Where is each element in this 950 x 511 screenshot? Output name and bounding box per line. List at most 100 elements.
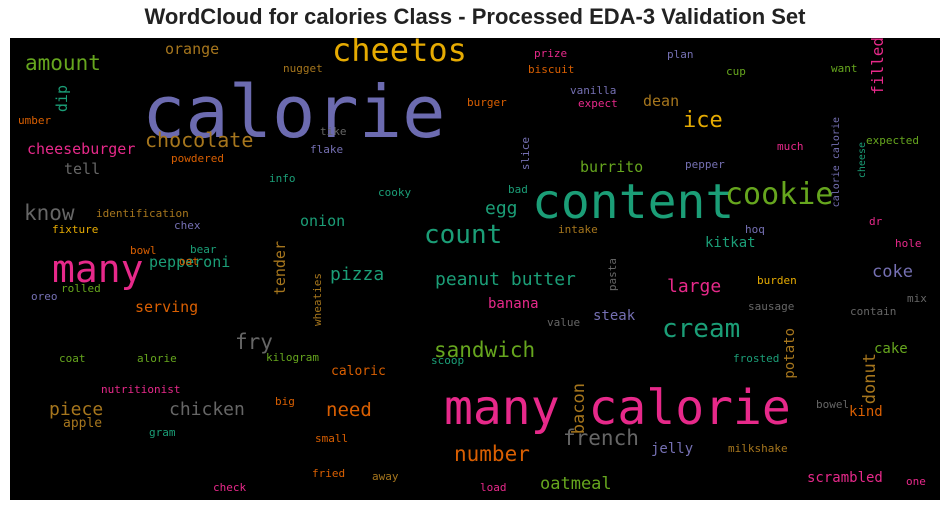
word-wheaties: wheaties xyxy=(311,273,324,326)
word-banana: banana xyxy=(488,296,539,312)
word-kitkat: kitkat xyxy=(705,235,756,251)
word-one: one xyxy=(906,475,926,488)
word-need: need xyxy=(326,399,372,421)
word-caloric: caloric xyxy=(331,364,386,379)
word-bowl: bowl xyxy=(130,244,157,257)
word-mix: mix xyxy=(907,292,927,305)
word-cream: cream xyxy=(662,314,741,344)
word-intake: intake xyxy=(558,223,598,236)
word-frosted: frosted xyxy=(733,352,780,365)
word-pepper: pepper xyxy=(685,158,725,171)
word-number: number xyxy=(454,442,530,466)
word-jelly: jelly xyxy=(651,441,694,457)
word-chicken: chicken xyxy=(169,399,245,420)
word-chocolate: chocolate xyxy=(145,128,254,152)
word-sandwich: sandwich xyxy=(434,338,536,362)
word-steak: steak xyxy=(593,308,636,324)
word-hole: hole xyxy=(895,237,922,250)
word-kilogram: kilogram xyxy=(266,351,319,364)
word-cheese: cheese xyxy=(857,142,868,179)
word-kind: kind xyxy=(849,404,883,420)
word-powdered: powdered xyxy=(171,152,224,165)
word-prize: prize xyxy=(534,47,568,60)
word-onion: onion xyxy=(300,212,346,230)
word-hoq: hoq xyxy=(745,223,765,236)
word-burger: burger xyxy=(467,96,507,109)
word-cake: cake xyxy=(874,341,908,357)
word-tike: tike xyxy=(320,125,347,138)
word-slice: slice xyxy=(519,137,532,171)
word-tell: tell xyxy=(64,160,101,178)
word-big: big xyxy=(275,395,295,408)
word-nutritionist: nutritionist xyxy=(101,383,181,396)
word-flake: flake xyxy=(310,143,344,156)
word-french: french xyxy=(563,426,639,450)
word-many: many xyxy=(52,247,144,291)
word-coke: coke xyxy=(872,262,913,282)
word-count: count xyxy=(424,220,503,250)
word-fry: fry xyxy=(235,330,273,354)
word-burden: burden xyxy=(757,274,797,287)
word-oreo: oreo xyxy=(31,290,58,303)
word-cheeseburger: cheeseburger xyxy=(27,140,136,158)
word-cookie: cookie xyxy=(725,177,834,212)
word-expect: expect xyxy=(578,97,618,110)
word-filled: filled xyxy=(868,38,887,95)
word-bacon: bacon xyxy=(569,383,589,435)
word-away: away xyxy=(372,470,399,483)
word-fried: fried xyxy=(312,467,346,480)
word-amount: amount xyxy=(25,51,101,75)
word-dean: dean xyxy=(643,92,680,110)
word-serving: serving xyxy=(135,298,199,316)
word-know: know xyxy=(24,201,75,225)
word-rolled: rolled xyxy=(61,282,101,295)
word-ice: ice xyxy=(683,108,723,133)
word-identification: identification xyxy=(96,207,189,220)
word-coat: coat xyxy=(59,352,86,365)
word-pizza: pizza xyxy=(330,264,385,285)
word-bad: bad xyxy=(508,183,528,196)
word-orange: orange xyxy=(165,40,220,58)
word-potato: potato xyxy=(782,328,798,379)
word-load: load xyxy=(480,481,507,494)
word-check: check xyxy=(213,481,247,494)
word-egg: egg xyxy=(485,198,518,219)
word-contain: contain xyxy=(850,305,897,318)
word-cooky: cooky xyxy=(378,186,412,199)
word-scoop: scoop xyxy=(431,354,465,367)
word-large: large xyxy=(667,276,722,297)
word-apple: apple xyxy=(63,416,103,431)
word-chex: chex xyxy=(174,219,201,232)
word-oat: oat xyxy=(179,255,199,268)
word-vanilla: vanilla xyxy=(570,84,617,97)
word-much: much xyxy=(777,140,804,153)
word-milkshake: milkshake xyxy=(728,442,788,455)
word-plan: plan xyxy=(667,48,694,61)
word-small: small xyxy=(315,432,349,445)
word-scrambled: scrambled xyxy=(807,470,883,486)
word-expected: expected xyxy=(866,134,919,147)
word-cup: cup xyxy=(726,65,746,78)
word-dip: dip xyxy=(53,85,71,113)
word-pepperoni: pepperoni xyxy=(149,253,231,271)
word-cheetos: cheetos xyxy=(332,38,467,69)
word-piece: piece xyxy=(49,399,104,420)
word-content: content xyxy=(532,174,735,230)
word-bear: bear xyxy=(190,243,217,256)
word-calorie: calorie xyxy=(142,70,446,154)
word-want: want xyxy=(831,62,858,75)
word-dr: dr xyxy=(869,215,883,228)
word-bowel: bowel xyxy=(816,398,850,411)
word-cloud: calorie content many calorie many cheetos coo… xyxy=(10,38,940,500)
word-pasta: pasta xyxy=(606,258,619,292)
word-umber: umber xyxy=(18,114,52,127)
word-peanut-butter: peanut butter xyxy=(435,269,576,290)
word-donut: donut xyxy=(860,353,880,405)
word-oatmeal: oatmeal xyxy=(540,474,612,494)
word-value: value xyxy=(547,316,581,329)
word-fixture: fixture xyxy=(52,223,99,236)
word-gram: gram xyxy=(149,426,176,439)
word-burrito: burrito xyxy=(580,158,644,176)
word-nugget: nugget xyxy=(283,62,323,75)
word-biscuit: biscuit xyxy=(528,63,575,76)
